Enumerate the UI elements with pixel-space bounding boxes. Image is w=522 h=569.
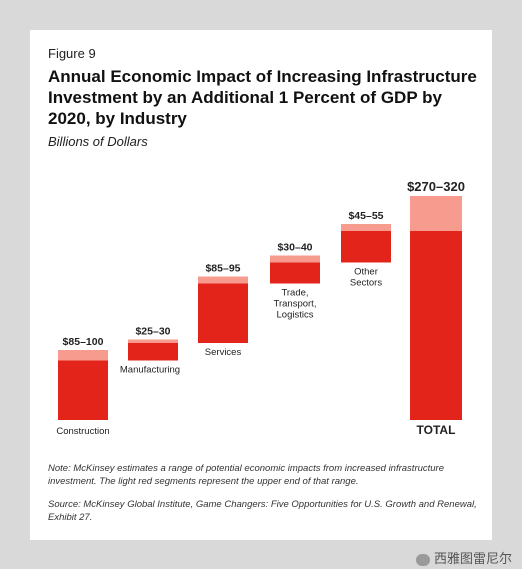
bar-low-3: [270, 262, 320, 284]
waterfall-chart: $85–100 Construction $25–30 Manufacturing $8…: [56, 179, 465, 437]
category-label-0: Construction: [56, 426, 109, 437]
chart-note: Note: McKinsey estimates a range of pote…: [48, 463, 445, 487]
value-label-5: $270–320: [407, 179, 465, 194]
category-label-5: TOTAL: [417, 423, 456, 437]
watermark-text: 西雅图雷尼尔: [433, 551, 512, 566]
bar-low-1: [128, 343, 178, 361]
bar-upper-2: [198, 276, 248, 284]
bar-low-0: [58, 360, 108, 420]
chart-source: Source: McKinsey Global Institute, Game …: [48, 499, 477, 523]
value-label-0: $85–100: [63, 336, 104, 348]
value-label-1: $25–30: [135, 326, 170, 338]
bar-low-5: [410, 231, 462, 420]
wechat-icon: [415, 553, 430, 566]
category-label-4: Other Sectors: [350, 267, 382, 289]
figure-label: Figure 9: [48, 46, 96, 61]
category-label-2: Services: [205, 347, 242, 358]
category-label-1: Manufacturing: [120, 365, 180, 376]
chart-title: Annual Economic Impact of Increasing Inf…: [48, 67, 477, 128]
bar-upper-4: [341, 224, 391, 231]
figure-card: Figure 9 Annual Economic Impact of Incre…: [30, 30, 492, 540]
bar-upper-1: [128, 339, 178, 343]
value-label-3: $30–40: [277, 242, 312, 254]
watermark: 西雅图雷尼尔: [415, 548, 512, 567]
value-label-4: $45–55: [348, 210, 383, 222]
bar-low-4: [341, 231, 391, 263]
bar-upper-5: [410, 196, 462, 231]
chart-subtitle: Billions of Dollars: [48, 134, 148, 149]
value-label-2: $85–95: [205, 263, 240, 275]
bar-low-2: [198, 283, 248, 343]
category-label-3: Trade, Transport, Logistics: [274, 288, 317, 321]
bar-upper-3: [270, 255, 320, 263]
bar-upper-0: [58, 350, 108, 361]
